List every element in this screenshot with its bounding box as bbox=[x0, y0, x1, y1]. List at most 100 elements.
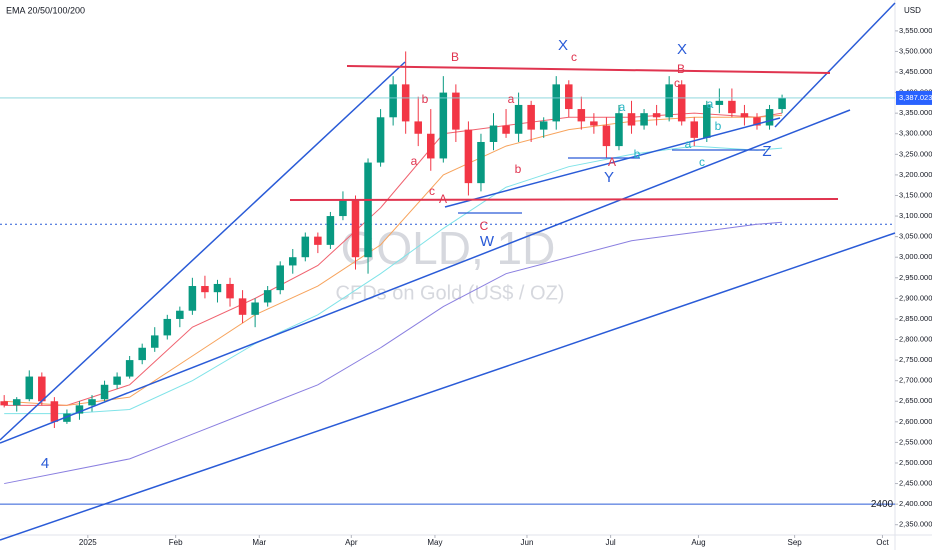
wave-label: B bbox=[451, 50, 459, 64]
wave-label: A bbox=[439, 192, 447, 206]
y-tick-label: 3,100.000 bbox=[899, 211, 932, 220]
candle-body bbox=[677, 84, 686, 122]
candle-body bbox=[489, 125, 498, 142]
candle-body bbox=[226, 283, 234, 299]
currency: USD bbox=[904, 6, 921, 15]
y-tick-label: 3,250.000 bbox=[899, 149, 932, 158]
wave-label: B bbox=[677, 62, 685, 76]
y-tick-label: 2,850.000 bbox=[899, 314, 932, 323]
wave-label: W bbox=[480, 233, 495, 250]
candle-body bbox=[251, 302, 259, 315]
wave-label: C bbox=[480, 219, 489, 233]
resistance-line bbox=[346, 65, 831, 74]
candle-body bbox=[590, 121, 598, 126]
trend-lines bbox=[0, 2, 896, 541]
y-tick-label: 3,200.000 bbox=[899, 170, 932, 179]
watermark-subtitle: CFDs on Gold (US$ / OZ) bbox=[336, 282, 565, 304]
y-tick-label: 3,000.000 bbox=[899, 252, 932, 261]
candle-body bbox=[201, 286, 209, 293]
candle-body bbox=[778, 97, 786, 110]
candle-body bbox=[602, 125, 611, 147]
candle-body bbox=[401, 84, 410, 122]
candle-body bbox=[427, 133, 435, 159]
last-price-label: 3,387.023 bbox=[899, 93, 932, 102]
candle-body bbox=[552, 84, 561, 122]
candle-body bbox=[715, 100, 724, 105]
x-tick-label: May bbox=[427, 538, 442, 547]
candle-body bbox=[238, 298, 247, 315]
candle-body bbox=[376, 117, 385, 163]
y-tick-label: 2,350.000 bbox=[899, 520, 932, 529]
y-tick-label: 3,450.000 bbox=[899, 67, 932, 76]
ema-line bbox=[4, 145, 783, 415]
x-tick-label: Oct bbox=[876, 538, 889, 547]
candle-body bbox=[765, 109, 774, 126]
wave-label: X bbox=[558, 37, 568, 54]
wave-label: c bbox=[674, 76, 680, 90]
wave-label: a bbox=[508, 92, 515, 106]
candle-body bbox=[652, 113, 661, 118]
candle-body bbox=[63, 413, 71, 422]
trend-line bbox=[0, 232, 896, 541]
wave-label: 4 bbox=[41, 455, 49, 472]
wave-label: a bbox=[411, 154, 418, 168]
wave-label: X bbox=[677, 41, 687, 58]
candle-body bbox=[577, 109, 586, 122]
wave-label: b bbox=[515, 162, 522, 176]
candle-body bbox=[703, 104, 711, 138]
y-tick-label: 2,450.000 bbox=[899, 479, 932, 488]
y-tick-label: 2,900.000 bbox=[899, 293, 932, 302]
candle-body bbox=[627, 113, 636, 126]
candle-body bbox=[464, 129, 473, 184]
indicator-label: EMA 20/50/100/200 bbox=[6, 5, 85, 15]
candle-body bbox=[88, 399, 96, 406]
candle-body bbox=[389, 84, 397, 118]
level-label: 2400 bbox=[871, 499, 894, 510]
wave-label: a bbox=[707, 97, 714, 111]
trend-line bbox=[444, 117, 781, 208]
candle-body bbox=[728, 100, 736, 114]
x-tick-label: Feb bbox=[169, 538, 183, 547]
wave-label: b bbox=[422, 92, 429, 106]
candle-body bbox=[351, 199, 360, 258]
last-price-box bbox=[896, 90, 932, 105]
trend-line bbox=[774, 2, 896, 128]
wave-label: b bbox=[715, 119, 722, 133]
candle-body bbox=[514, 104, 523, 134]
x-tick-label: Jun bbox=[521, 538, 534, 547]
x-tick-label: Jul bbox=[605, 538, 615, 547]
candle-body bbox=[188, 286, 197, 311]
trend-line bbox=[0, 61, 406, 441]
candle-body bbox=[213, 283, 222, 293]
candle-body bbox=[12, 399, 21, 406]
y-tick-label: 2,700.000 bbox=[899, 376, 932, 385]
support-line bbox=[289, 198, 839, 201]
candle-body bbox=[75, 405, 84, 414]
wave-label: Y bbox=[604, 169, 614, 186]
candle-body bbox=[665, 84, 673, 118]
y-tick-label: 3,050.000 bbox=[899, 232, 932, 241]
wave-label: b bbox=[634, 147, 641, 161]
candle-body bbox=[565, 84, 573, 110]
y-tick-label: 2,600.000 bbox=[899, 417, 932, 426]
wave-label: c bbox=[571, 50, 577, 64]
candle-body bbox=[753, 117, 761, 126]
y-tick-label: 2,500.000 bbox=[899, 458, 932, 467]
candle-body bbox=[125, 360, 134, 377]
candle-body bbox=[263, 290, 272, 303]
y-tick-label: 3,350.000 bbox=[899, 108, 932, 117]
candle-body bbox=[539, 121, 548, 130]
candle-body bbox=[163, 318, 172, 336]
candle-body bbox=[414, 121, 422, 134]
candle-body bbox=[276, 265, 284, 291]
candle-body bbox=[477, 141, 485, 184]
candle-body bbox=[0, 401, 8, 406]
candle-body bbox=[138, 347, 146, 361]
candle-body bbox=[527, 104, 535, 130]
candle-body bbox=[288, 257, 297, 266]
x-tick-label: Aug bbox=[691, 538, 705, 547]
candle-body bbox=[326, 216, 335, 245]
candle-body bbox=[615, 113, 623, 147]
y-tick-label: 2,950.000 bbox=[899, 273, 932, 282]
